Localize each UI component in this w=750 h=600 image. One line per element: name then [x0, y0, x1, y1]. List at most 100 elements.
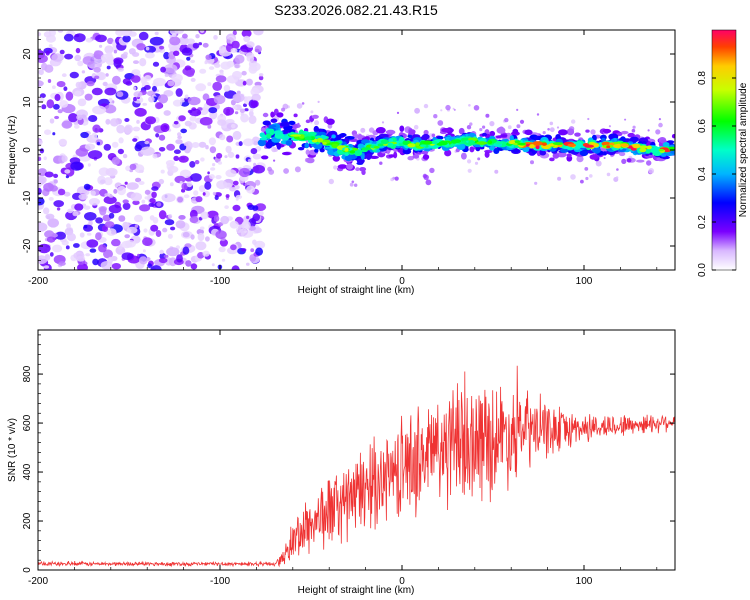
- noise-blob: [148, 96, 155, 103]
- noise-speckle: [474, 161, 479, 165]
- noise-speckle: [489, 121, 495, 127]
- ridge-blob: [270, 111, 275, 118]
- noise-blob: [126, 226, 138, 234]
- y-tick-label: 10: [22, 96, 33, 108]
- noise-speckle: [328, 178, 334, 185]
- ridge-blob: [469, 146, 475, 153]
- noise-blob: [95, 232, 102, 241]
- colorbar-tick-label: 0.6: [697, 119, 708, 133]
- noise-blob: [107, 256, 114, 264]
- noise-speckle: [445, 104, 451, 111]
- ridge-blob: [305, 149, 310, 155]
- ridge-blob: [441, 128, 451, 133]
- noise-blob: [122, 78, 131, 85]
- noise-blob: [135, 177, 142, 183]
- noise-speckle: [547, 128, 550, 131]
- noise-speckle: [466, 125, 472, 130]
- ridge-blob: [407, 134, 413, 138]
- noise-blob: [171, 73, 183, 83]
- noise-blob: [115, 246, 126, 255]
- noise-blob: [218, 45, 226, 54]
- noise-blob: [151, 186, 159, 191]
- noise-blob: [88, 115, 98, 122]
- noise-blob: [213, 35, 218, 40]
- noise-blob: [43, 207, 50, 215]
- noise-blob: [104, 45, 114, 54]
- ridge-core: [373, 146, 380, 149]
- noise-blob: [167, 233, 173, 239]
- noise-blob: [108, 212, 115, 219]
- noise-blob: [142, 102, 148, 106]
- noise-blob: [155, 230, 162, 237]
- noise-speckle: [468, 104, 471, 107]
- colorbar-tick-label: 0.8: [697, 71, 708, 85]
- ridge-blob: [282, 151, 291, 156]
- snr-panel: -200 -100 0 100 0 200 400 600 800 Height of str…: [7, 329, 676, 596]
- snr-x-label: Height of straight line (km): [298, 585, 415, 596]
- ridge-blob: [402, 148, 412, 155]
- ridge-blob: [666, 140, 675, 144]
- noise-blob: [179, 180, 183, 185]
- noise-blob: [182, 33, 188, 39]
- ridge-blob: [626, 158, 632, 163]
- noise-speckle: [570, 174, 576, 180]
- noise-blob: [118, 137, 124, 144]
- noise-blob: [144, 189, 151, 195]
- noise-blob: [189, 216, 199, 224]
- noise-blob: [157, 94, 169, 104]
- noise-blob: [139, 256, 148, 265]
- ridge-blob: [305, 119, 311, 124]
- ridge-blob: [326, 118, 335, 125]
- noise-speckle: [479, 128, 483, 132]
- noise-blob: [254, 48, 260, 53]
- noise-speckle: [392, 176, 396, 180]
- noise-blob: [106, 65, 111, 70]
- noise-blob: [224, 155, 228, 159]
- ridge-blob: [560, 148, 569, 153]
- noise-blob: [65, 175, 69, 179]
- noise-blob: [235, 154, 240, 159]
- ridge-blob: [288, 120, 296, 125]
- noise-blob: [202, 192, 206, 196]
- noise-blob: [57, 188, 66, 196]
- noise-blob: [54, 93, 61, 102]
- noise-blob: [195, 241, 207, 251]
- noise-blob: [163, 51, 170, 60]
- ridge-blob: [629, 136, 639, 143]
- noise-blob: [159, 249, 164, 255]
- noise-blob: [197, 232, 205, 242]
- noise-blob: [68, 113, 78, 123]
- noise-blob: [132, 138, 138, 142]
- noise-speckle: [632, 125, 636, 129]
- noise-blob: [148, 202, 155, 207]
- noise-blob: [43, 156, 47, 161]
- noise-blob: [145, 52, 155, 59]
- ridge-blob: [602, 128, 612, 134]
- ridge-blob: [269, 128, 275, 136]
- noise-blob: [182, 231, 190, 238]
- ridge-blob: [522, 146, 530, 153]
- noise-blob: [131, 75, 141, 83]
- ridge-core: [344, 147, 349, 152]
- snr-y-label: SNR (10 * v/v): [7, 418, 18, 482]
- noise-blob: [248, 65, 258, 74]
- noise-blob: [117, 67, 124, 72]
- ridge-blob: [627, 132, 635, 138]
- noise-blob: [41, 104, 47, 110]
- noise-blob: [56, 81, 66, 88]
- noise-blob: [252, 153, 262, 160]
- noise-blob: [205, 145, 209, 150]
- noise-blob: [97, 72, 106, 81]
- ridge-core: [349, 150, 356, 154]
- noise-blob: [44, 230, 55, 239]
- ridge-core: [304, 136, 312, 141]
- noise-blob: [182, 246, 190, 255]
- noise-blob: [122, 221, 130, 229]
- noise-blob: [231, 40, 240, 49]
- noise-blob: [163, 110, 171, 116]
- noise-blob: [122, 35, 131, 43]
- noise-blob: [214, 63, 221, 68]
- noise-speckle: [281, 107, 286, 112]
- noise-blob: [152, 82, 160, 87]
- noise-speckle: [647, 129, 650, 132]
